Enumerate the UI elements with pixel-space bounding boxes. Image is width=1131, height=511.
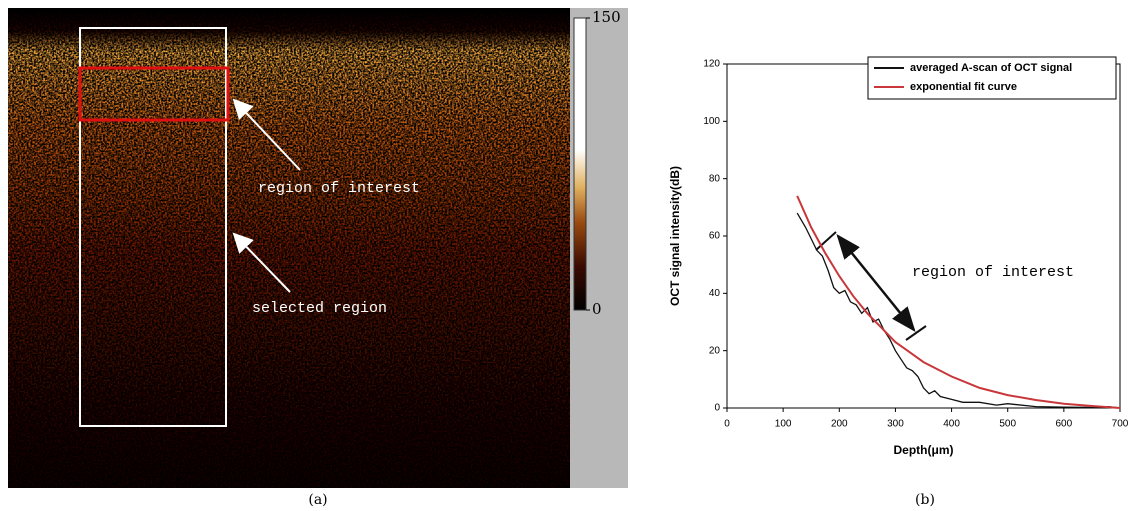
annotation: region of interest xyxy=(912,264,1074,281)
caption: (a) xyxy=(308,492,327,508)
caption: (b) xyxy=(915,492,935,508)
panel-a xyxy=(8,8,628,488)
selected-region-box xyxy=(79,27,227,427)
roi-box xyxy=(78,66,230,122)
oct-image xyxy=(8,8,570,488)
x-tick-label: 300 xyxy=(887,419,904,430)
x-tick-label: 200 xyxy=(831,419,848,430)
annotation: region of interest xyxy=(258,180,420,197)
y-tick-label: 20 xyxy=(709,345,721,356)
x-axis-label: Depth(μm) xyxy=(894,443,954,457)
legend-label: averaged A-scan of OCT signal xyxy=(910,62,1072,74)
bracket xyxy=(815,231,837,251)
series-line xyxy=(796,195,1121,409)
x-tick-label: 100 xyxy=(775,419,792,430)
legend-label: exponential fit curve xyxy=(910,81,1017,93)
y-tick-label: 80 xyxy=(709,173,721,184)
colorbar-tick-label: 150 xyxy=(592,8,621,26)
y-tick-label: 100 xyxy=(703,116,720,127)
x-tick-label: 600 xyxy=(1056,419,1073,430)
y-axis-label: OCT signal intensity(dB) xyxy=(668,166,682,306)
arrow xyxy=(232,98,301,171)
colorbar-tick-label: 0 xyxy=(592,300,602,318)
x-tick-label: 700 xyxy=(1112,419,1129,430)
x-tick-label: 500 xyxy=(999,419,1016,430)
x-tick-label: 400 xyxy=(943,419,960,430)
legend xyxy=(867,56,1117,100)
x-tick-label: 0 xyxy=(724,419,730,430)
y-tick-label: 40 xyxy=(709,288,721,299)
annotation: selected region xyxy=(252,300,387,317)
arrow xyxy=(836,234,916,332)
arrow xyxy=(232,232,291,293)
y-tick-label: 120 xyxy=(703,59,720,70)
panel-b xyxy=(726,56,1121,409)
bracket xyxy=(905,325,927,341)
y-tick-label: 60 xyxy=(709,231,721,242)
y-tick-label: 0 xyxy=(714,403,720,414)
colorbar xyxy=(573,17,587,311)
plot-frame xyxy=(726,63,1121,409)
series-line xyxy=(796,212,1121,409)
